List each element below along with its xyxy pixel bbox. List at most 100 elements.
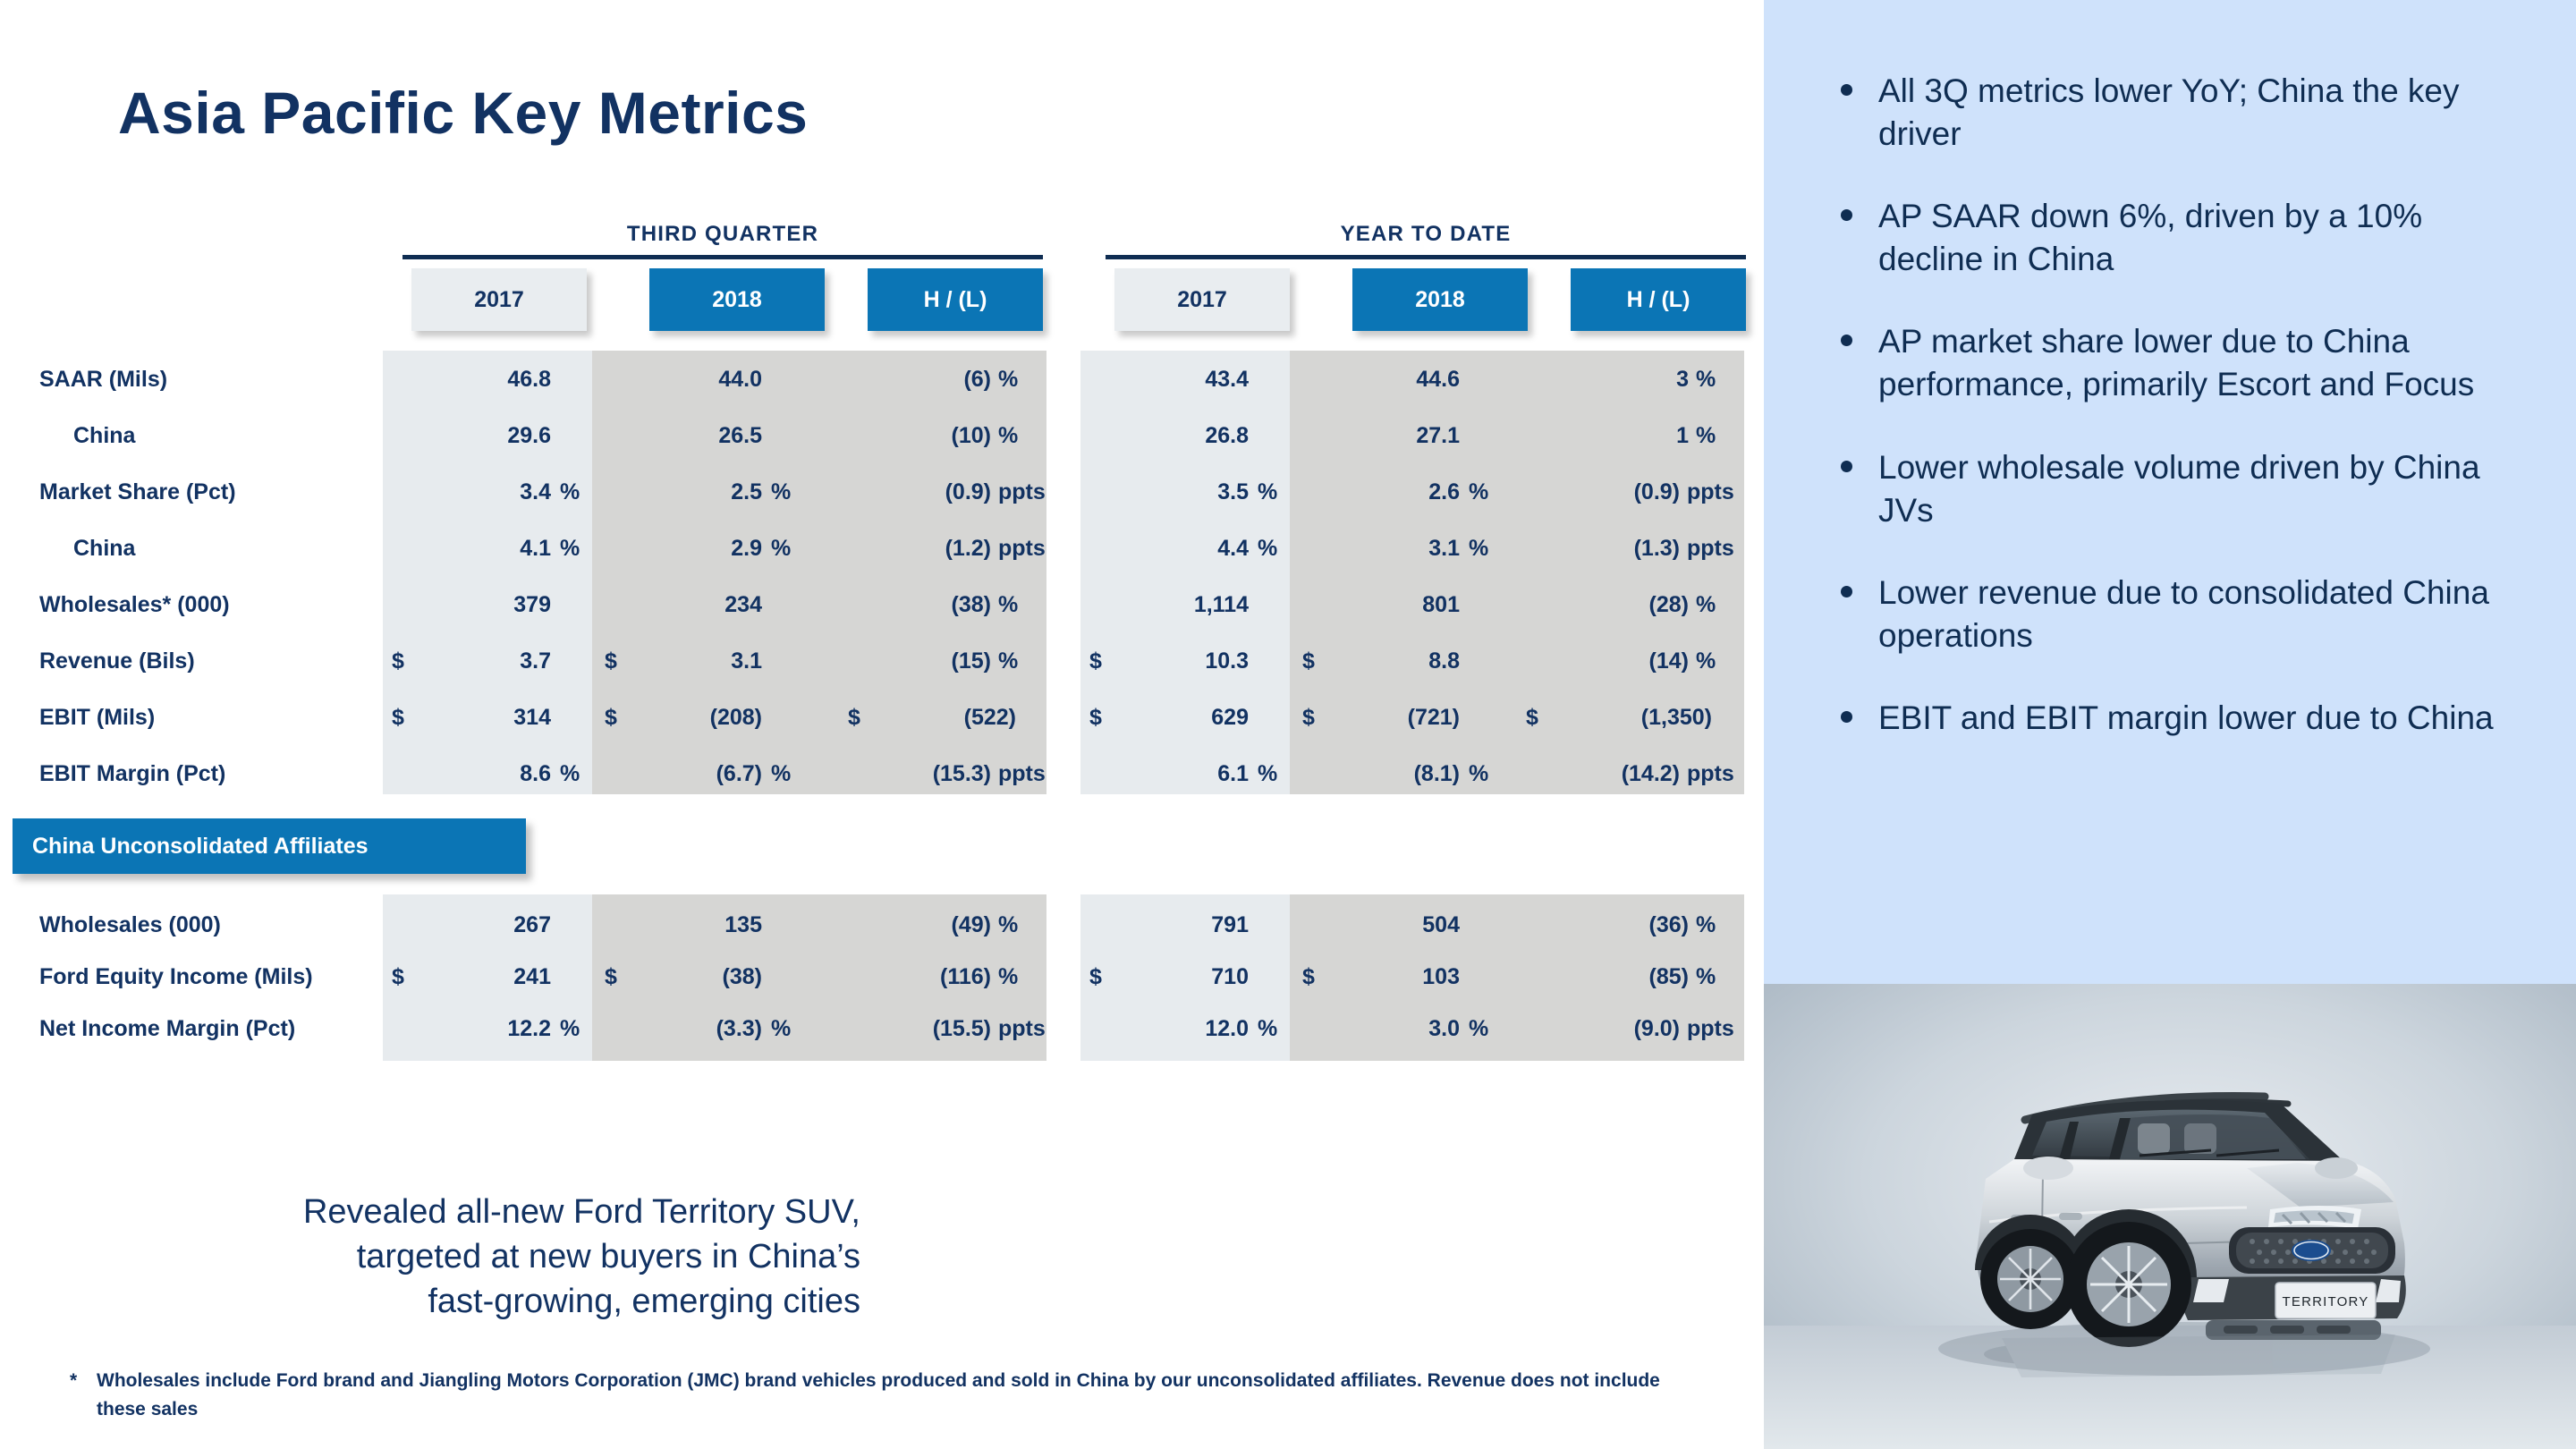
section-banner-china-unconsolidated-affiliates: China Unconsolidated Affiliates [13,818,526,874]
cell-unit: % [1258,761,1278,786]
footnote-marker: * [70,1370,78,1391]
row-label: Wholesales (000) [39,912,221,937]
table-cell: (116) [940,964,991,989]
table-cell: 3.1 [731,648,762,674]
table-cell: 6.1 [1217,761,1249,786]
table-cell: 44.6 [1416,367,1460,392]
list-item: Lower wholesale volume driven by China J… [1764,446,2576,532]
cell-unit: % [771,479,792,504]
cell-unit: % [998,367,1019,392]
cell-unit: % [1469,536,1489,561]
table-cell: (3.3) [716,1016,762,1041]
row-label: Market Share (Pct) [39,479,236,504]
table-cell: (28) [1648,592,1689,617]
bullet-dot-icon [1841,335,1852,347]
cell-currency: $ [392,705,404,730]
row-label: EBIT (Mils) [39,705,156,730]
bullet-dot-icon [1841,209,1852,222]
column-chip-q3-2017[interactable]: 2017 [411,268,587,331]
cell-unit: ppts [998,1016,1046,1041]
cell-unit: % [998,648,1019,674]
cell-unit: ppts [998,536,1046,561]
cell-unit: ppts [998,761,1046,786]
table-cell: 29.6 [507,423,551,448]
band-q3-2017 [383,351,592,794]
cell-unit: % [771,761,792,786]
table-cell: 710 [1211,964,1249,989]
bullet-dot-icon [1841,460,1852,472]
table-cell: (14) [1648,648,1689,674]
band-aff-q3-2018-hl [592,894,1046,1061]
sidebar-bullet-list: All 3Q metrics lower YoY; China the key … [1764,70,2576,779]
vehicle-photo: TERRITORY [1764,984,2576,1449]
column-chip-q3-hl[interactable]: H / (L) [868,268,1043,331]
band-ytd-2017 [1080,351,1290,794]
column-chip-ytd-hl[interactable]: H / (L) [1571,268,1746,331]
table-cell: 3.7 [520,648,551,674]
list-item: All 3Q metrics lower YoY; China the key … [1764,70,2576,156]
cell-unit: % [1696,912,1716,937]
cell-unit: % [1696,648,1716,674]
cell-currency: $ [1302,964,1315,989]
row-label: Ford Equity Income (Mils) [39,964,313,989]
table-cell: 12.0 [1205,1016,1249,1041]
bullet-text: AP market share lower due to China perfo… [1878,323,2475,403]
table-cell: 2.5 [731,479,762,504]
list-item: EBIT and EBIT margin lower due to China [1764,697,2576,740]
table-cell: (15.5) [932,1016,991,1041]
table-cell: 801 [1422,592,1460,617]
table-cell: 3.1 [1428,536,1460,561]
bullet-text: EBIT and EBIT margin lower due to China [1878,699,2494,736]
column-chip-ytd-2018[interactable]: 2018 [1352,268,1528,331]
page-title: Asia Pacific Key Metrics [118,80,809,146]
table-cell: (38) [722,964,762,989]
cell-unit: % [560,479,580,504]
bullet-text: All 3Q metrics lower YoY; China the key … [1878,72,2460,153]
table-cell: 241 [513,964,551,989]
bullet-dot-icon [1841,84,1852,96]
table-cell: 629 [1211,705,1249,730]
cell-currency: $ [392,648,404,674]
table-cell: 1 [1676,423,1689,448]
table-cell: 3.4 [520,479,551,504]
table-cell: 44.0 [718,367,762,392]
cell-unit: ppts [1687,479,1734,504]
table-cell: 4.4 [1217,536,1249,561]
cell-currency: $ [392,964,404,989]
table-cell: (1,350) [1640,705,1712,730]
row-label: Net Income Margin (Pct) [39,1016,296,1041]
caption-line-1: Revealed all-new Ford Territory SUV, [302,1193,860,1231]
photo-caption: Revealed all-new Ford Territory SUV, tar… [127,1190,860,1324]
table-cell: 10.3 [1205,648,1249,674]
table-cell: 267 [513,912,551,937]
table-cell: 12.2 [507,1016,551,1041]
table-cell: (1.3) [1633,536,1680,561]
cell-unit: % [1696,592,1716,617]
cell-unit: % [1258,536,1278,561]
table-cell: (15) [951,648,991,674]
band-aff-ytd-2018-hl [1290,894,1744,1061]
cell-unit: % [1469,1016,1489,1041]
cell-unit: % [560,761,580,786]
footnote-text: Wholesales include Ford brand and Jiangl… [97,1370,1660,1419]
table-cell: 2.9 [731,536,762,561]
table-cell: (208) [709,705,762,730]
table-cell: 135 [724,912,762,937]
band-ytd-2018-hl [1290,351,1744,794]
cell-unit: ppts [1687,1016,1734,1041]
table-cell: (522) [963,705,1016,730]
table-cell: 8.8 [1428,648,1460,674]
cell-unit: % [1696,423,1716,448]
column-chip-q3-2018[interactable]: 2018 [649,268,825,331]
group-rule-year-to-date [1106,255,1746,259]
table-cell: (8.1) [1413,761,1460,786]
table-cell: (0.9) [945,479,991,504]
column-chip-ytd-2017[interactable]: 2017 [1114,268,1290,331]
table-cell: 791 [1211,912,1249,937]
cell-unit: % [1696,964,1716,989]
table-cell: (9.0) [1633,1016,1680,1041]
table-cell: (10) [951,423,991,448]
cell-unit: % [1258,479,1278,504]
bullet-dot-icon [1841,710,1852,723]
